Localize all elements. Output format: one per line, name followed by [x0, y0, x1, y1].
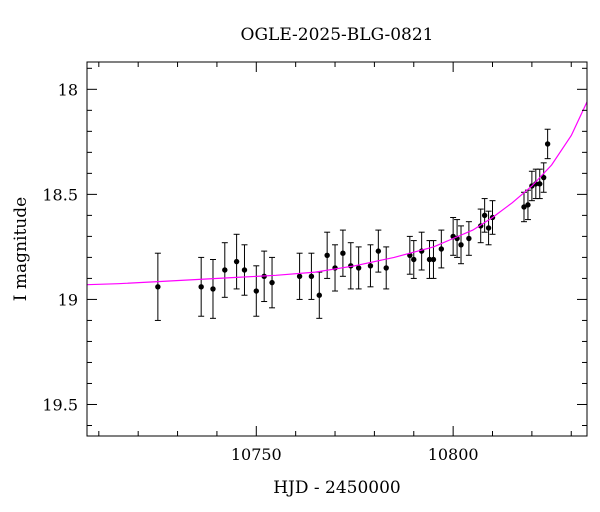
- plot-frame: [86, 61, 588, 437]
- x-tick-label: 10800: [428, 445, 479, 464]
- data-point: [222, 267, 228, 273]
- data-point: [316, 292, 322, 298]
- data-point: [375, 248, 382, 254]
- data-point: [430, 256, 437, 263]
- y-tick-label: 19: [58, 290, 78, 309]
- data-point: [355, 265, 362, 271]
- model-curve-layer: [86, 101, 588, 286]
- data-point: [525, 202, 531, 208]
- y-tick-label: 19.5: [42, 395, 78, 414]
- data-point: [324, 252, 330, 259]
- data-point: [426, 256, 433, 263]
- data-point: [241, 267, 248, 273]
- x-axis-label: HJD - 2450000: [273, 478, 401, 498]
- data-point: [155, 284, 161, 290]
- data-point: [210, 286, 216, 292]
- data-point: [481, 212, 488, 219]
- model-curve: [86, 101, 588, 286]
- data-point: [485, 225, 492, 231]
- data-point: [233, 258, 240, 265]
- data-point: [296, 273, 303, 280]
- data-point: [537, 181, 543, 187]
- plot-marks: [154, 128, 551, 321]
- data-point: [340, 250, 346, 256]
- y-tick-label: 18.5: [42, 185, 78, 204]
- data-point: [540, 174, 547, 181]
- data-point: [308, 273, 315, 280]
- data-point: [544, 141, 551, 147]
- x-tick-label: 10750: [231, 445, 282, 464]
- data-point: [198, 284, 204, 290]
- data-point: [458, 242, 464, 248]
- data-point: [269, 279, 275, 286]
- data-point: [383, 265, 389, 271]
- data-point: [438, 246, 445, 252]
- data-point: [411, 256, 417, 263]
- chart-title: OGLE-2025-BLG-0821: [241, 25, 434, 45]
- y-tick-label: 18: [58, 80, 78, 99]
- axis-ticks: 10750 10800 18 18.5 19 19.5: [42, 62, 587, 464]
- y-axis-label: I magnitude: [11, 197, 31, 301]
- data-point: [466, 235, 472, 242]
- data-point: [253, 288, 259, 294]
- data-point: [367, 263, 374, 269]
